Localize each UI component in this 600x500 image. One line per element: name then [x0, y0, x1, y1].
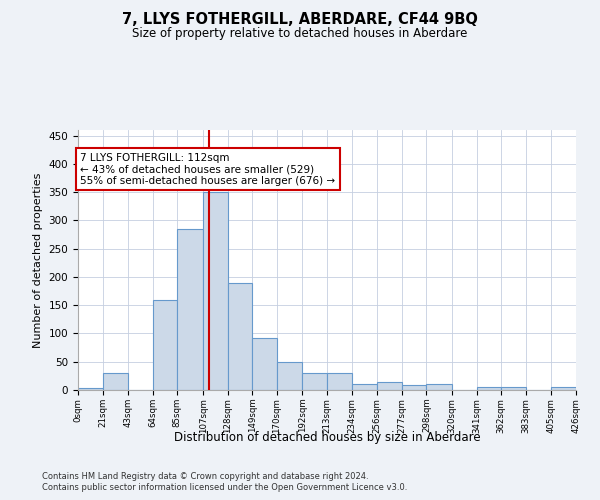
- Bar: [103, 373, 128, 390]
- Bar: [402, 386, 427, 390]
- Bar: [203, 192, 227, 390]
- Bar: [153, 300, 178, 390]
- Bar: [476, 387, 501, 390]
- Text: Contains public sector information licensed under the Open Government Licence v3: Contains public sector information licen…: [42, 484, 407, 492]
- Bar: [178, 229, 203, 390]
- Bar: [327, 373, 352, 390]
- Text: 7 LLYS FOTHERGILL: 112sqm
← 43% of detached houses are smaller (529)
55% of semi: 7 LLYS FOTHERGILL: 112sqm ← 43% of detac…: [80, 152, 335, 186]
- Text: Distribution of detached houses by size in Aberdare: Distribution of detached houses by size …: [173, 431, 481, 444]
- Bar: [277, 362, 302, 390]
- Text: Size of property relative to detached houses in Aberdare: Size of property relative to detached ho…: [133, 28, 467, 40]
- Bar: [252, 338, 277, 390]
- Bar: [551, 387, 576, 390]
- Bar: [302, 373, 327, 390]
- Text: 7, LLYS FOTHERGILL, ABERDARE, CF44 9BQ: 7, LLYS FOTHERGILL, ABERDARE, CF44 9BQ: [122, 12, 478, 28]
- Text: Contains HM Land Registry data © Crown copyright and database right 2024.: Contains HM Land Registry data © Crown c…: [42, 472, 368, 481]
- Bar: [427, 384, 452, 390]
- Bar: [501, 387, 526, 390]
- Bar: [227, 282, 252, 390]
- Bar: [352, 384, 377, 390]
- Bar: [78, 388, 103, 390]
- Y-axis label: Number of detached properties: Number of detached properties: [33, 172, 43, 348]
- Bar: [377, 382, 402, 390]
